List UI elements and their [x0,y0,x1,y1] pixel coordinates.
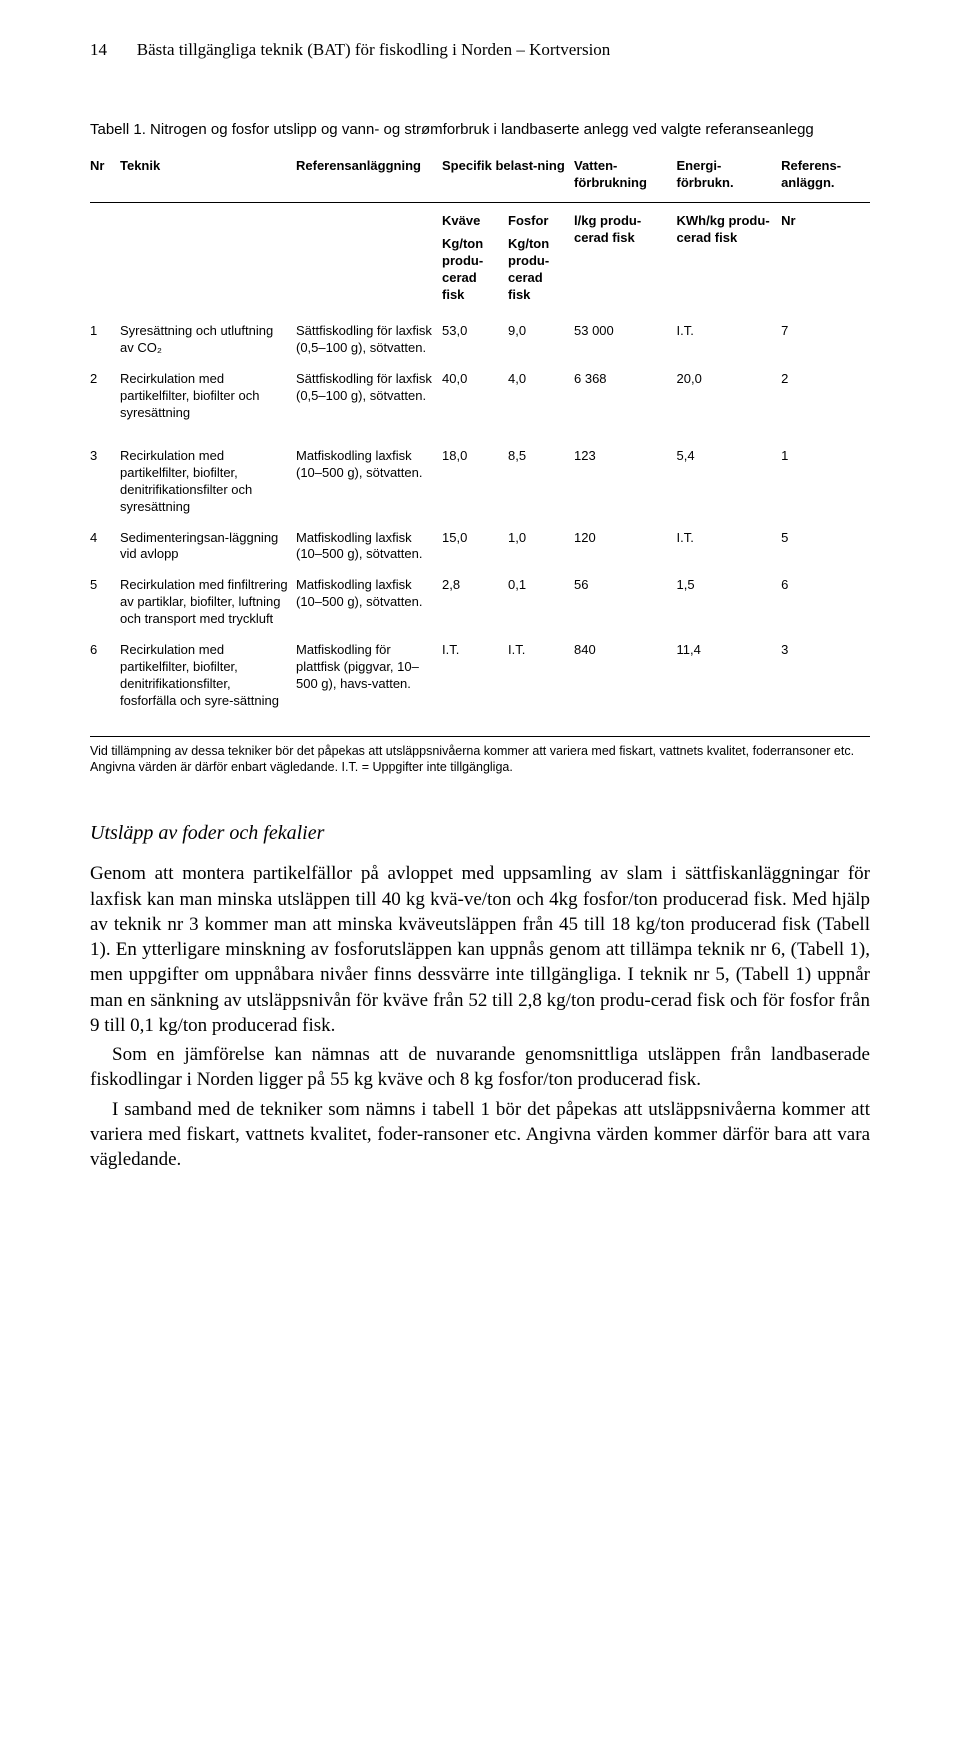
cell-v2: 1,0 [508,524,574,572]
page: 14 Bästa tillgängliga teknik (BAT) för f… [0,0,960,1236]
cell-v5: 7 [781,317,870,365]
th-kgton2: Kg/ton produ-cerad fisk [508,236,568,304]
cell-v5: 6 [781,571,870,636]
cell-v1: 40,0 [442,365,508,430]
cell-ref: Sättfiskodling för laxfisk (0,5–100 g), … [296,317,442,365]
cell-teknik: Recirkulation med partikelfilter, biofil… [120,365,296,430]
cell-teknik: Recirkulation med partikelfilter, biofil… [120,636,296,718]
cell-v3: 840 [574,636,677,718]
cell-v3: 56 [574,571,677,636]
cell-v1: 2,8 [442,571,508,636]
table-header-row-2: Kväve Kg/ton produ-cerad fisk Fosfor Kg/… [90,203,870,318]
table-row: 4 Sedimenteringsan-läggning vid avlopp M… [90,524,870,572]
cell-nr: 6 [90,636,120,718]
th-referens: Referensanläggning [296,154,442,202]
cell-v4: I.T. [677,317,782,365]
th-kvave: Kväve Kg/ton produ-cerad fisk [442,203,508,318]
cell-v1: I.T. [442,636,508,718]
cell-v4: I.T. [677,524,782,572]
data-table: Nr Teknik Referensanläggning Specifik be… [90,154,870,717]
th-nr: Nr [90,154,120,202]
table-footnote: Vid tillämpning av dessa tekniker bör de… [90,736,870,777]
cell-ref: Sättfiskodling för laxfisk (0,5–100 g), … [296,365,442,430]
table-row: 2 Recirkulation med partikelfilter, biof… [90,365,870,430]
section-heading: Utsläpp av foder och fekalier [90,822,870,845]
cell-v2: 4,0 [508,365,574,430]
th-teknik: Teknik [120,154,296,202]
cell-v2: 8,5 [508,430,574,524]
cell-v1: 18,0 [442,430,508,524]
th-vatten: Vatten-förbrukning [574,154,677,202]
cell-v2: 9,0 [508,317,574,365]
body-paragraph: I samband med de tekniker som nämns i ta… [90,1097,870,1173]
running-header: 14 Bästa tillgängliga teknik (BAT) för f… [90,40,870,60]
body-paragraph: Genom att montera partikelfällor på avlo… [90,861,870,1038]
cell-v4: 11,4 [677,636,782,718]
cell-nr: 5 [90,571,120,636]
cell-v2: 0,1 [508,571,574,636]
th-specifik: Specifik belast-ning [442,154,574,202]
table-row: 5 Recirkulation med finfiltrering av par… [90,571,870,636]
table-header-row-1: Nr Teknik Referensanläggning Specifik be… [90,154,870,202]
th-refanl: Referens-anläggn. [781,154,870,202]
cell-nr: 2 [90,365,120,430]
th-fosfor: Fosfor Kg/ton produ-cerad fisk [508,203,574,318]
cell-nr: 4 [90,524,120,572]
cell-v4: 20,0 [677,365,782,430]
cell-v3: 123 [574,430,677,524]
body-paragraph: Som en jämförelse kan nämnas att de nuva… [90,1042,870,1093]
th-kgton1: Kg/ton produ-cerad fisk [442,236,502,304]
cell-teknik: Syresättning och utluftning av CO₂ [120,317,296,365]
th-kvave-label: Kväve [442,213,502,230]
cell-v1: 15,0 [442,524,508,572]
th-fosfor-label: Fosfor [508,213,568,230]
cell-ref: Matfiskodling laxfisk (10–500 g), sötvat… [296,524,442,572]
cell-teknik: Recirkulation med finfiltrering av parti… [120,571,296,636]
th-kwh: KWh/kg produ-cerad fisk [677,203,782,318]
page-number: 14 [90,40,107,59]
cell-teknik: Recirkulation med partikelfilter, biofil… [120,430,296,524]
cell-v1: 53,0 [442,317,508,365]
cell-v5: 3 [781,636,870,718]
th-energi: Energi-förbrukn. [677,154,782,202]
cell-v4: 1,5 [677,571,782,636]
header-title: Bästa tillgängliga teknik (BAT) för fisk… [137,40,611,59]
cell-v5: 2 [781,365,870,430]
cell-v4: 5,4 [677,430,782,524]
th-lkg: l/kg produ-cerad fisk [574,203,677,318]
table-row: 6 Recirkulation med partikelfilter, biof… [90,636,870,718]
cell-v3: 6 368 [574,365,677,430]
cell-v2: I.T. [508,636,574,718]
cell-ref: Matfiskodling laxfisk (10–500 g), sötvat… [296,571,442,636]
cell-nr: 1 [90,317,120,365]
table-row: 3 Recirkulation med partikelfilter, biof… [90,430,870,524]
cell-v3: 53 000 [574,317,677,365]
cell-v5: 5 [781,524,870,572]
th-nr2: Nr [781,203,870,318]
table-caption: Tabell 1. Nitrogen og fosfor utslipp og … [90,120,870,140]
cell-nr: 3 [90,430,120,524]
table-row: 1 Syresättning och utluftning av CO₂ Sät… [90,317,870,365]
cell-ref: Matfiskodling för plattfisk (piggvar, 10… [296,636,442,718]
cell-teknik: Sedimenteringsan-läggning vid avlopp [120,524,296,572]
cell-v3: 120 [574,524,677,572]
cell-v5: 1 [781,430,870,524]
cell-ref: Matfiskodling laxfisk (10–500 g), sötvat… [296,430,442,524]
